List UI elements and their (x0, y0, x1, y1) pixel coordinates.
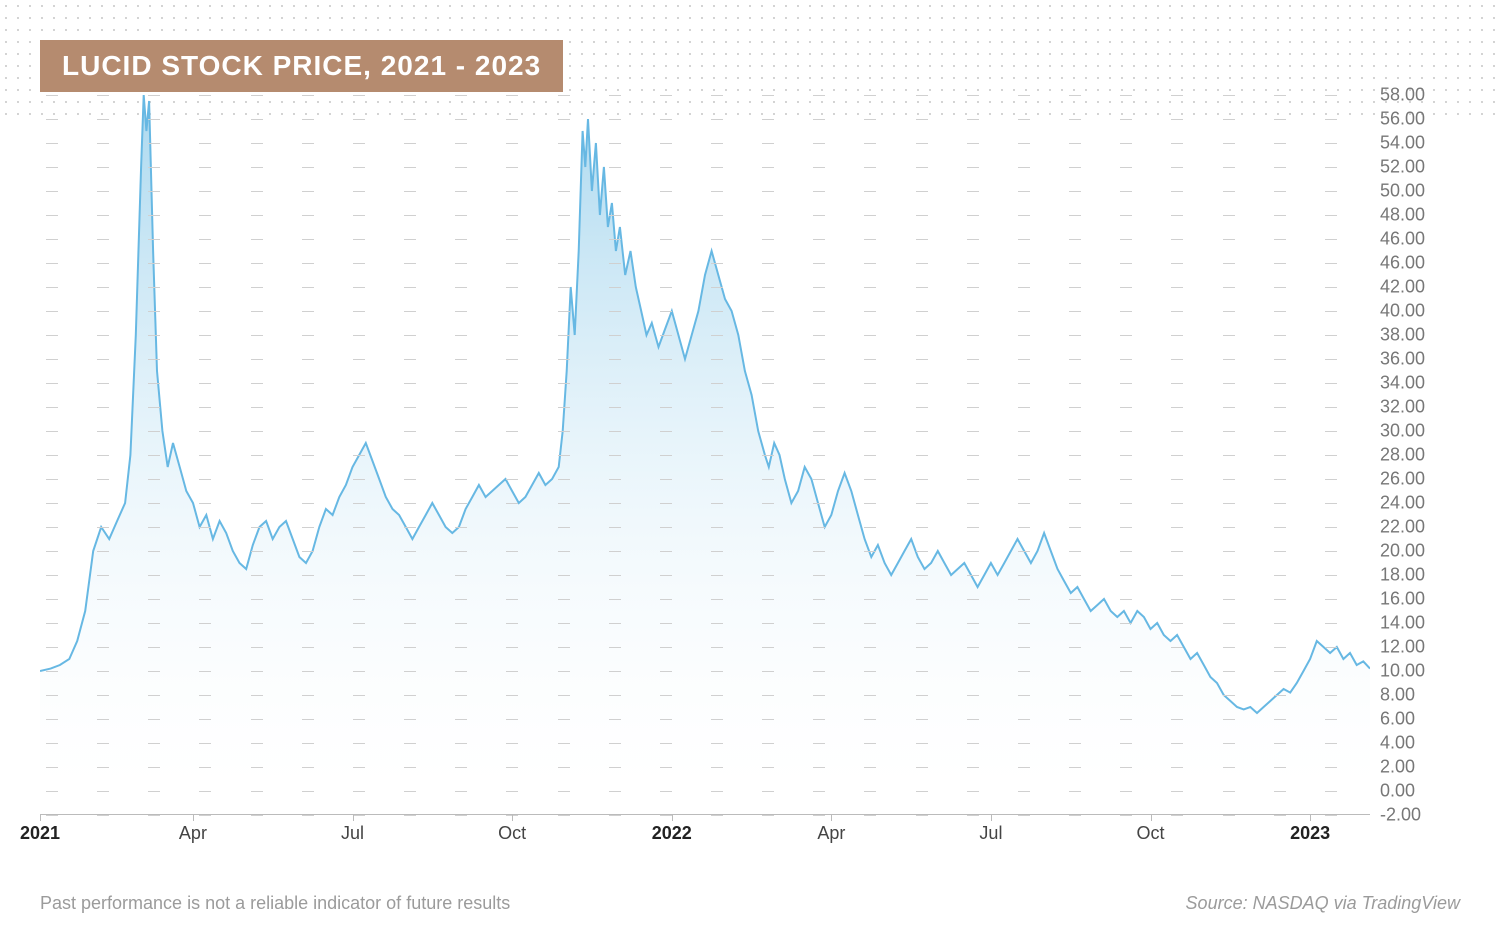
x-tick (1151, 815, 1152, 821)
x-axis-label: Oct (498, 823, 526, 844)
x-axis-label: 2022 (652, 823, 692, 844)
y-axis-label: 30.00 (1380, 421, 1425, 442)
y-axis-label: 42.00 (1380, 277, 1425, 298)
y-axis-label: 0.00 (1380, 781, 1415, 802)
chart-footer: Past performance is not a reliable indic… (40, 893, 1460, 914)
x-tick (512, 815, 513, 821)
x-tick (991, 815, 992, 821)
y-axis-label: 54.00 (1380, 133, 1425, 154)
y-axis-label: -2.00 (1380, 805, 1421, 826)
y-axis-label: 50.00 (1380, 181, 1425, 202)
disclaimer-text: Past performance is not a reliable indic… (40, 893, 510, 914)
y-axis-label: 8.00 (1380, 685, 1415, 706)
y-axis-label: 26.00 (1380, 469, 1425, 490)
y-axis-label: 10.00 (1380, 661, 1425, 682)
y-axis-label: 16.00 (1380, 589, 1425, 610)
x-tick (40, 815, 41, 821)
area-fill (40, 95, 1370, 791)
y-axis-label: 52.00 (1380, 157, 1425, 178)
y-axis-label: 38.00 (1380, 325, 1425, 346)
x-axis-label: Apr (179, 823, 207, 844)
x-tick (831, 815, 832, 821)
x-tick (1310, 815, 1311, 821)
y-axis-label: 46.00 (1380, 229, 1425, 250)
x-axis-label: Apr (817, 823, 845, 844)
x-tick (193, 815, 194, 821)
y-axis-label: 28.00 (1380, 445, 1425, 466)
y-axis-label: 6.00 (1380, 709, 1415, 730)
y-axis-label: 20.00 (1380, 541, 1425, 562)
y-axis-label: 32.00 (1380, 397, 1425, 418)
x-axis-label: 2023 (1290, 823, 1330, 844)
y-axis-label: 4.00 (1380, 733, 1415, 754)
y-axis-label: 18.00 (1380, 565, 1425, 586)
y-axis-label: 12.00 (1380, 637, 1425, 658)
y-axis-label: 58.00 (1380, 85, 1425, 106)
y-axis-label: 40.00 (1380, 301, 1425, 322)
y-axis-label: 14.00 (1380, 613, 1425, 634)
chart-container: 58.0056.0054.0052.0050.0048.0046.0046.00… (40, 95, 1460, 855)
source-text: Source: NASDAQ via TradingView (1186, 893, 1460, 914)
chart-title: LUCID STOCK PRICE, 2021 - 2023 (40, 40, 563, 92)
y-axis-label: 48.00 (1380, 205, 1425, 226)
x-axis-label: Oct (1137, 823, 1165, 844)
y-axis-label: 46.00 (1380, 253, 1425, 274)
y-axis-label: 34.00 (1380, 373, 1425, 394)
y-axis-label: 36.00 (1380, 349, 1425, 370)
x-tick (672, 815, 673, 821)
y-axis-label: 56.00 (1380, 109, 1425, 130)
plot-area (40, 95, 1370, 815)
y-axis-label: 2.00 (1380, 757, 1415, 778)
y-axis-label: 22.00 (1380, 517, 1425, 538)
x-axis-label: Jul (979, 823, 1002, 844)
x-axis-label: Jul (341, 823, 364, 844)
y-axis-label: 24.00 (1380, 493, 1425, 514)
x-axis-label: 2021 (20, 823, 60, 844)
x-tick (353, 815, 354, 821)
